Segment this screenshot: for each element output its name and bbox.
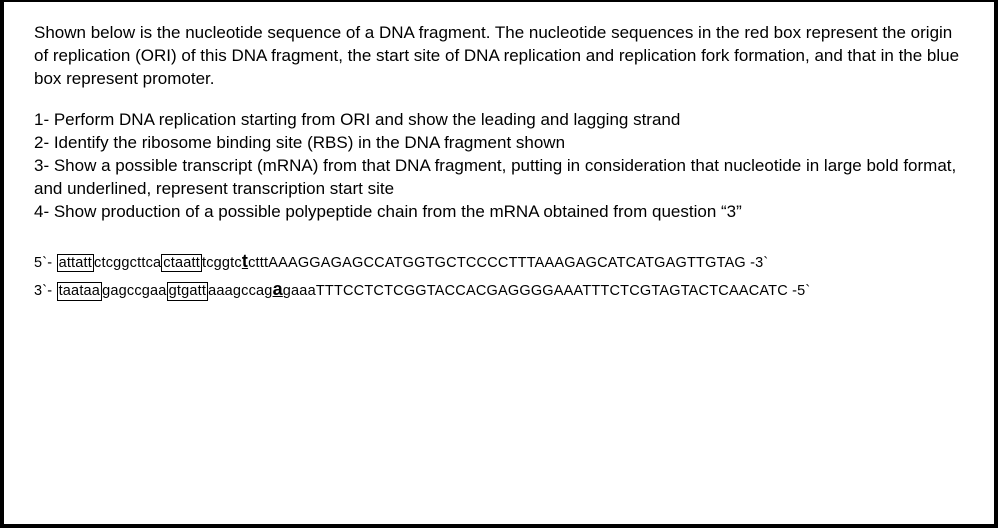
question-1: 1- Perform DNA replication starting from… [34, 109, 964, 132]
bottom-seg2: aaagccag [208, 283, 273, 299]
bottom-strand: 3`- taataagagccgaagtgattaaagccagagaaaTTT… [34, 280, 964, 301]
top-5prime-label: 5`- [34, 255, 57, 271]
bottom-ori-box: taataa [57, 282, 103, 301]
top-seg3-upper: AAAGGAGAGCCATGGTGCTCCCCTTTAAAGAGCATCATGA… [268, 255, 768, 271]
top-strand: 5`- attattctcggcttcactaatttcggtctctttAAA… [34, 252, 964, 273]
bottom-3prime-label: 3`- [34, 283, 57, 299]
top-promoter-box: ctaatt [161, 254, 202, 273]
question-2: 2- Identify the ribosome binding site (R… [34, 132, 964, 155]
top-seg3-lower: cttt [248, 255, 268, 271]
question-3: 3- Show a possible transcript (mRNA) fro… [34, 155, 964, 201]
bottom-seg3-upper: TTTCCTCTCGGTACCACGAGGGGAAATTTCTCGTAGTACT… [316, 283, 811, 299]
question-list: 1- Perform DNA replication starting from… [34, 109, 964, 224]
intro-paragraph: Shown below is the nucleotide sequence o… [34, 22, 964, 91]
document-page: Shown below is the nucleotide sequence o… [0, 0, 998, 528]
bottom-seg3-lower: gaaa [283, 283, 316, 299]
top-seg2: tcggtc [202, 255, 242, 271]
top-ori-box: attatt [57, 254, 94, 273]
bottom-promoter-box: gtgatt [167, 282, 208, 301]
bottom-seg1: gagccgaa [102, 283, 167, 299]
sequence-block: 5`- attattctcggcttcactaatttcggtctctttAAA… [34, 252, 964, 301]
bottom-transcription-start: a [273, 280, 283, 298]
top-seg1: ctcggcttca [94, 255, 161, 271]
question-4: 4- Show production of a possible polypep… [34, 201, 964, 224]
